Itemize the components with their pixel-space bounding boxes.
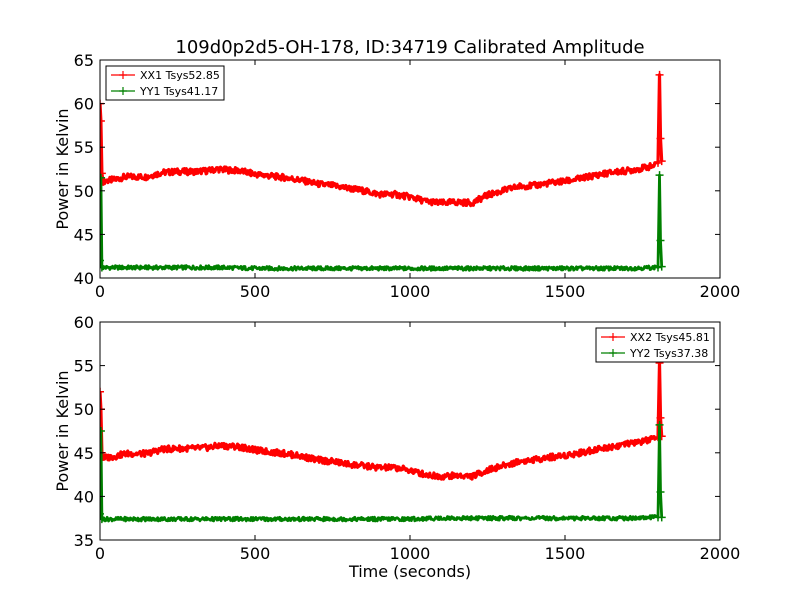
series-marker [656,134,665,143]
series-marker [655,420,664,429]
series-marker [100,509,104,518]
series-marker [655,171,664,180]
legend-marker [119,87,127,95]
legend-marker [609,333,617,341]
y-axis-label: Power in Kelvin [53,108,72,229]
x-axis-label: Time (seconds) [348,562,471,581]
series-marker [100,263,106,272]
x-tick-label: 1500 [545,544,586,563]
legend-label: YY2 Tsys37.38 [629,347,708,360]
y-tick-label: 55 [74,138,94,157]
x-tick-label: 2000 [700,282,741,301]
legend: XX1 Tsys52.85 YY1 Tsys41.17 [105,65,225,101]
series-marker [655,70,664,79]
legend-marker [119,71,127,79]
y-tick-label: 40 [74,269,94,288]
legend-box [105,65,225,101]
y-tick-label: 45 [74,444,94,463]
panel-2: 0 500 1000 1500 2000 35 40 45 50 55 60 Power in Kel… [53,313,740,563]
panel-1: 0 500 1000 1500 2000 40 45 50 55 60 65 Power in Kel… [53,51,740,301]
x-tick-label: 1500 [545,282,586,301]
series-line-2 [100,423,664,523]
y-tick-label: 60 [74,95,94,114]
series-marker [654,263,662,272]
chart-title: 109d0p2d5-OH-178, ID:34719 Calibrated Am… [175,37,644,58]
series-marker [654,158,662,167]
y-tick-label: 65 [74,51,94,70]
legend-label: XX2 Tsys45.81 [630,331,710,344]
legend-label: XX1 Tsys52.85 [140,69,220,82]
series-marker [100,173,105,182]
y-tick-label: 40 [74,487,94,506]
y-tick-label: 55 [74,357,94,376]
series-marker [100,169,106,178]
series-marker [657,262,666,271]
series-marker [100,427,105,435]
legend-marker [609,349,617,357]
legend-label: YY1 Tsys41.17 [139,85,218,98]
series-group [100,70,666,272]
series-marker [100,515,106,524]
series-marker [100,117,105,126]
x-tick-label: 0 [95,282,105,301]
legend: XX2 Tsys45.81 YY2 Tsys37.38 [595,327,715,363]
x-tick-label: 500 [240,282,271,301]
series-marker [657,513,666,522]
series-marker [656,413,665,422]
y-tick-label: 50 [74,400,94,419]
series-marker [656,236,665,245]
x-tick-label: 1000 [390,544,431,563]
series-line-2 [100,173,664,272]
series-marker [100,387,104,396]
y-tick-label: 60 [74,313,94,332]
y-tick-label: 35 [74,531,94,550]
series-marker [100,256,104,265]
x-tick-label: 2000 [700,544,741,563]
series-line-1 [100,73,664,208]
y-axis-label: Power in Kelvin [53,370,72,491]
series-line-1 [100,361,664,481]
series-marker [657,157,666,166]
x-tick-label: 1000 [390,282,431,301]
y-tick-label: 50 [74,182,94,201]
x-tick-label: 0 [95,544,105,563]
x-tick-label: 500 [240,544,271,563]
y-tick-label: 45 [74,225,94,244]
series-marker [656,488,665,497]
legend-box [595,327,715,363]
